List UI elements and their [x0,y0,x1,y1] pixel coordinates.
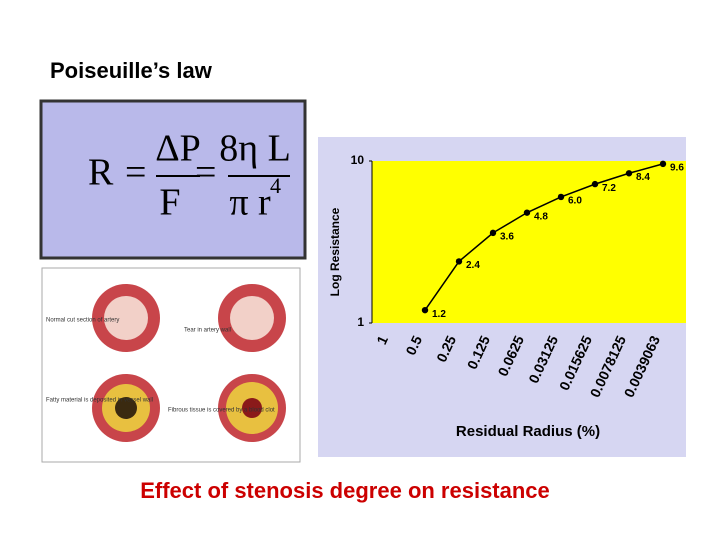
point [455,258,463,265]
lumen [115,397,137,419]
line [424,163,664,311]
value-label: 7.2 [602,183,616,194]
point [591,180,599,188]
formula-box [39,99,307,260]
artery-label: Fibrous tissue is covered by a blood clo… [168,408,275,414]
formula-num: 8η L [219,128,291,170]
formula-eq: = [195,152,216,194]
lumen [230,296,274,340]
lumen [104,296,148,340]
point [523,209,531,216]
formula-num: ΔP [155,128,201,170]
point [625,170,633,177]
value-label: 6.0 [568,196,582,207]
y-axis-label: Log Resistance [328,207,342,296]
value-label: 2.4 [466,260,480,271]
y-tick-label: 1 [357,315,364,329]
point [421,306,429,314]
value-label: 4.8 [534,211,548,222]
value-label: 8.4 [636,172,650,183]
x-axis-label: Residual Radius (%) [456,423,600,440]
formula: R = ΔP F = 8η L π r 4 [88,128,291,224]
value-label: 3.6 [500,232,514,243]
formula-exp: 4 [270,173,281,198]
artery-label: Normal cut section of artery [46,318,119,324]
x-tick-label: 0.5 [402,333,425,358]
formula-eq: = [125,152,146,194]
formula-den: π r [229,182,271,224]
artery-label: Fatty material is deposited in vessel wa… [46,398,153,404]
slide-title: Poiseuille’s law [50,58,213,83]
artery-labels: Normal cut section of artery Tear in art… [46,318,275,414]
value-label: 1.2 [432,309,446,320]
y-tick-label: 10 [351,153,365,167]
formula-lhs: R [88,152,114,194]
artery-label: Tear in artery wall [184,328,231,334]
formula-den: F [159,182,180,224]
plot-area [372,161,686,323]
caption: Effect of stenosis degree on resistance [140,478,550,503]
point [659,160,667,168]
artery-drawings [92,284,286,442]
point [557,193,565,201]
value-label: 9.6 [670,163,684,174]
clot [242,398,262,418]
point [489,229,497,237]
